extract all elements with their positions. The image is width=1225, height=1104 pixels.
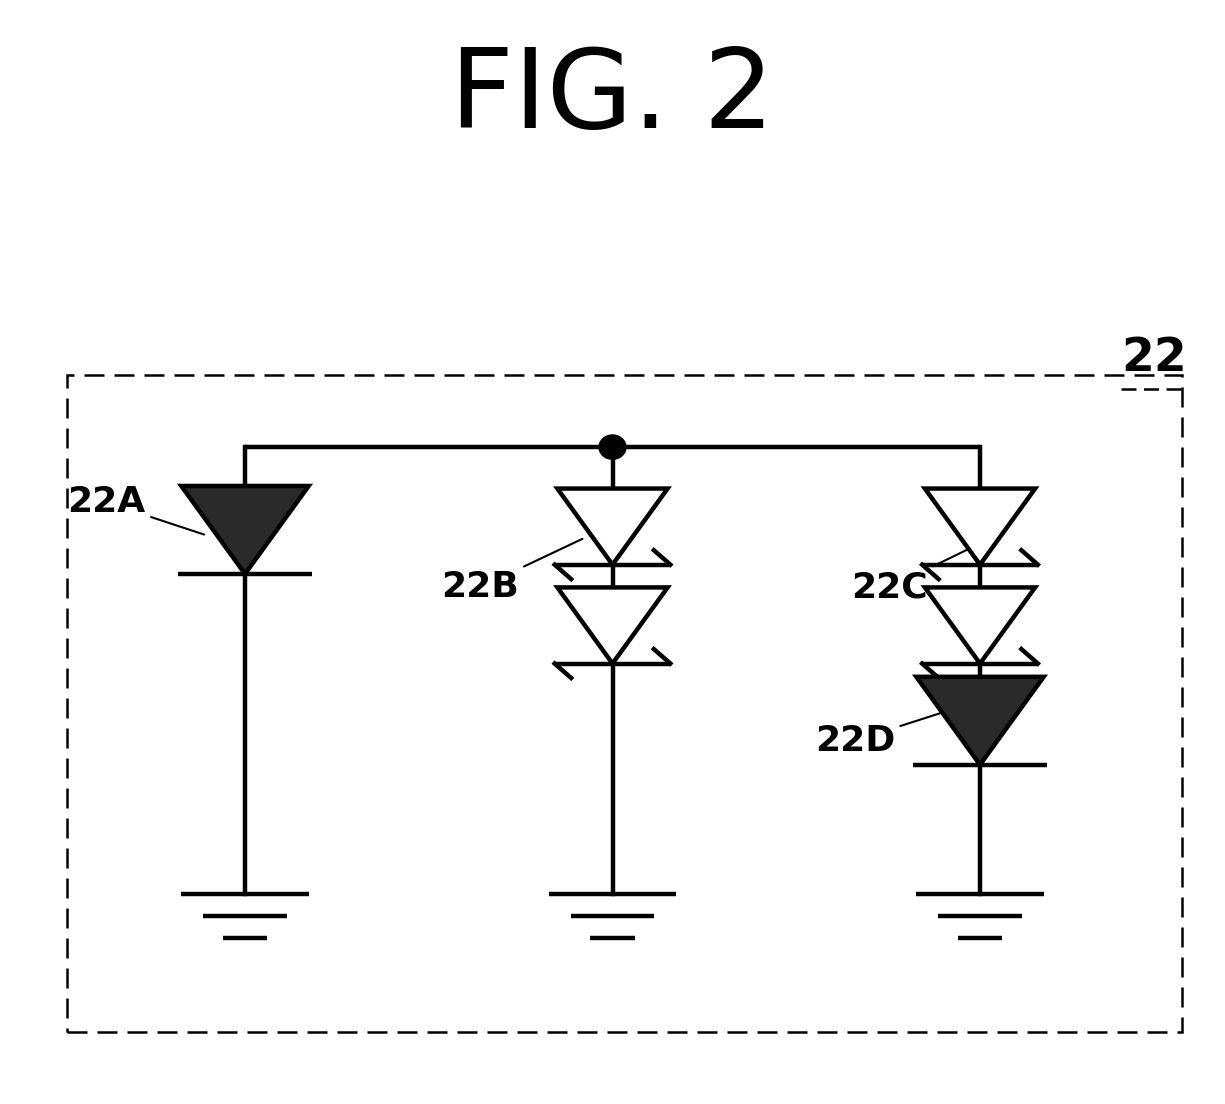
Polygon shape [181,486,309,574]
Polygon shape [557,489,668,564]
Circle shape [599,435,626,459]
Text: 22C: 22C [851,537,993,604]
Text: 22: 22 [1121,336,1187,381]
Text: 22B: 22B [441,539,582,604]
Polygon shape [557,587,668,664]
Polygon shape [925,587,1035,664]
Polygon shape [916,677,1044,765]
Text: FIG. 2: FIG. 2 [451,44,774,151]
Text: 22A: 22A [67,486,205,534]
Text: 22D: 22D [815,709,956,757]
Polygon shape [925,489,1035,564]
